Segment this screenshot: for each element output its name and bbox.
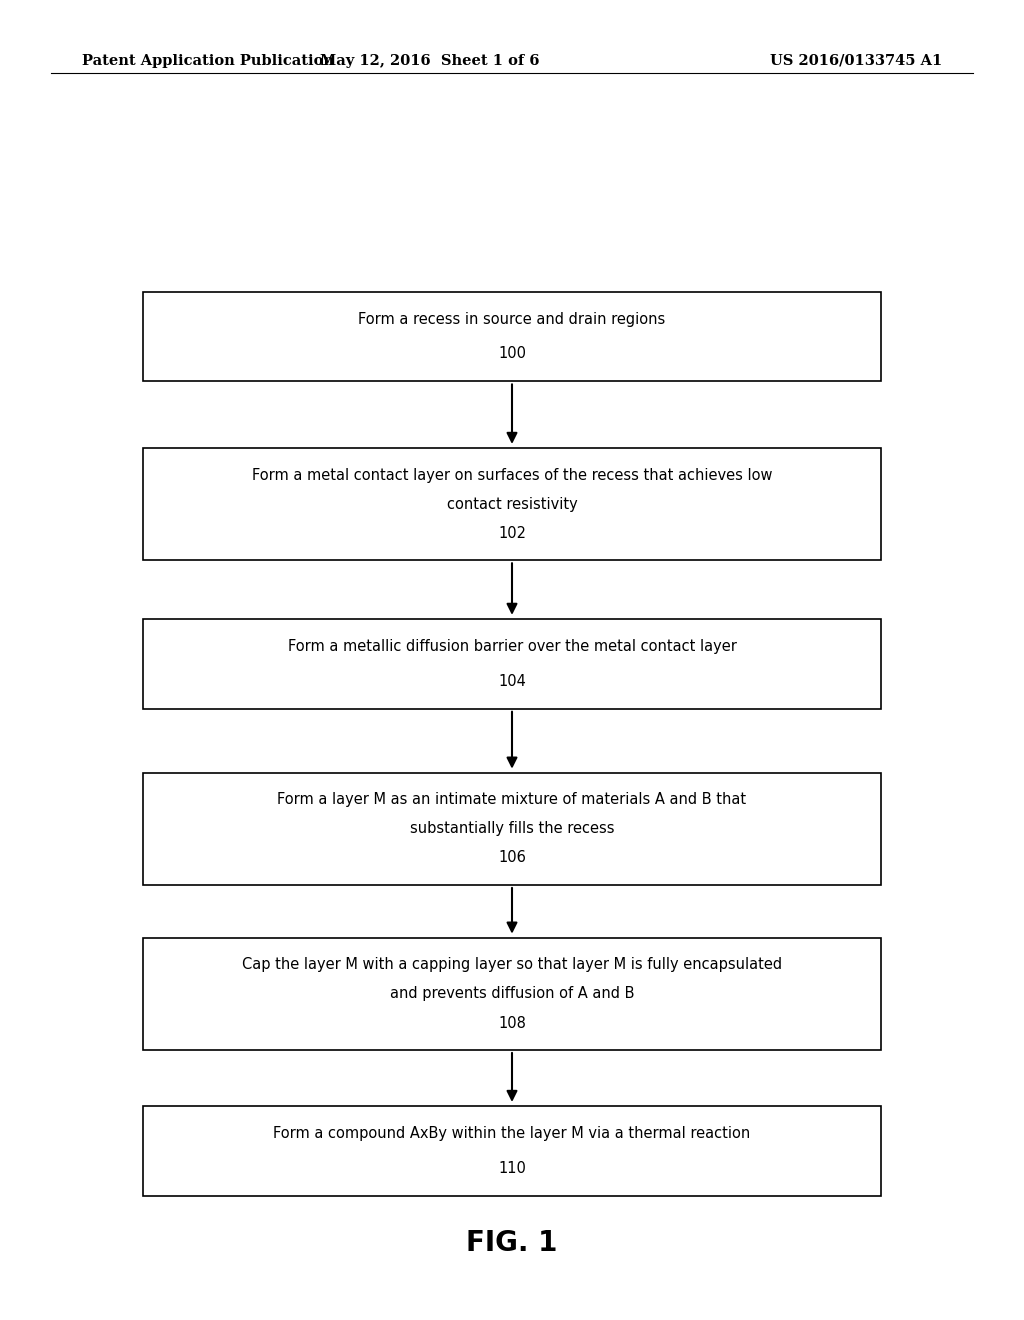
Text: May 12, 2016  Sheet 1 of 6: May 12, 2016 Sheet 1 of 6 <box>321 54 540 67</box>
Text: Form a metallic diffusion barrier over the metal contact layer: Form a metallic diffusion barrier over t… <box>288 639 736 655</box>
Text: contact resistivity: contact resistivity <box>446 496 578 512</box>
Text: Form a layer M as an intimate mixture of materials A and B that: Form a layer M as an intimate mixture of… <box>278 792 746 808</box>
Text: 102: 102 <box>498 525 526 541</box>
Text: 104: 104 <box>498 673 526 689</box>
Text: Patent Application Publication: Patent Application Publication <box>82 54 334 67</box>
Text: 106: 106 <box>498 850 526 866</box>
Text: substantially fills the recess: substantially fills the recess <box>410 821 614 837</box>
Text: 108: 108 <box>498 1015 526 1031</box>
Text: Cap the layer M with a capping layer so that layer M is fully encapsulated: Cap the layer M with a capping layer so … <box>242 957 782 973</box>
Text: 100: 100 <box>498 346 526 362</box>
Text: US 2016/0133745 A1: US 2016/0133745 A1 <box>770 54 942 67</box>
Text: Form a metal contact layer on surfaces of the recess that achieves low: Form a metal contact layer on surfaces o… <box>252 467 772 483</box>
Text: FIG. 1: FIG. 1 <box>466 1229 558 1258</box>
Text: 110: 110 <box>498 1160 526 1176</box>
Text: Form a compound AxBy within the layer M via a thermal reaction: Form a compound AxBy within the layer M … <box>273 1126 751 1142</box>
Text: Form a recess in source and drain regions: Form a recess in source and drain region… <box>358 312 666 327</box>
Text: and prevents diffusion of A and B: and prevents diffusion of A and B <box>390 986 634 1002</box>
